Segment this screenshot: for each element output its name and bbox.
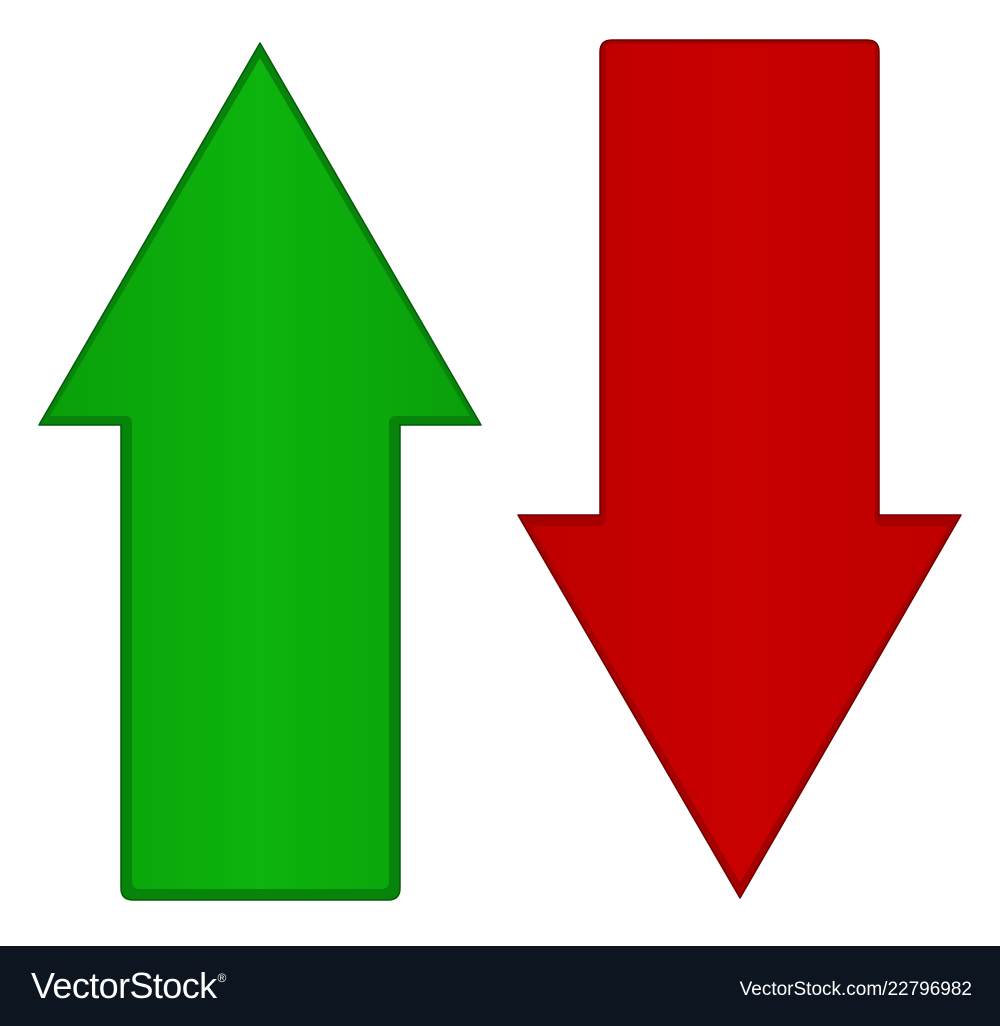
image-id-label: VectorStock.com/22796982 bbox=[739, 979, 972, 1000]
registered-mark: ® bbox=[217, 971, 227, 985]
artwork-canvas bbox=[38, 39, 962, 901]
logo-text: VectorStock bbox=[31, 965, 217, 1006]
up-arrow-face bbox=[50, 58, 470, 889]
arrows-illustration bbox=[38, 39, 962, 901]
down-arrow-face bbox=[531, 44, 949, 883]
watermark-footer: VectorStock® VectorStock.com/22796982 bbox=[0, 946, 1000, 1026]
vectorstock-logo: VectorStock® bbox=[31, 964, 226, 1016]
up-arrow-icon bbox=[38, 42, 482, 901]
down-arrow-icon bbox=[517, 39, 962, 899]
